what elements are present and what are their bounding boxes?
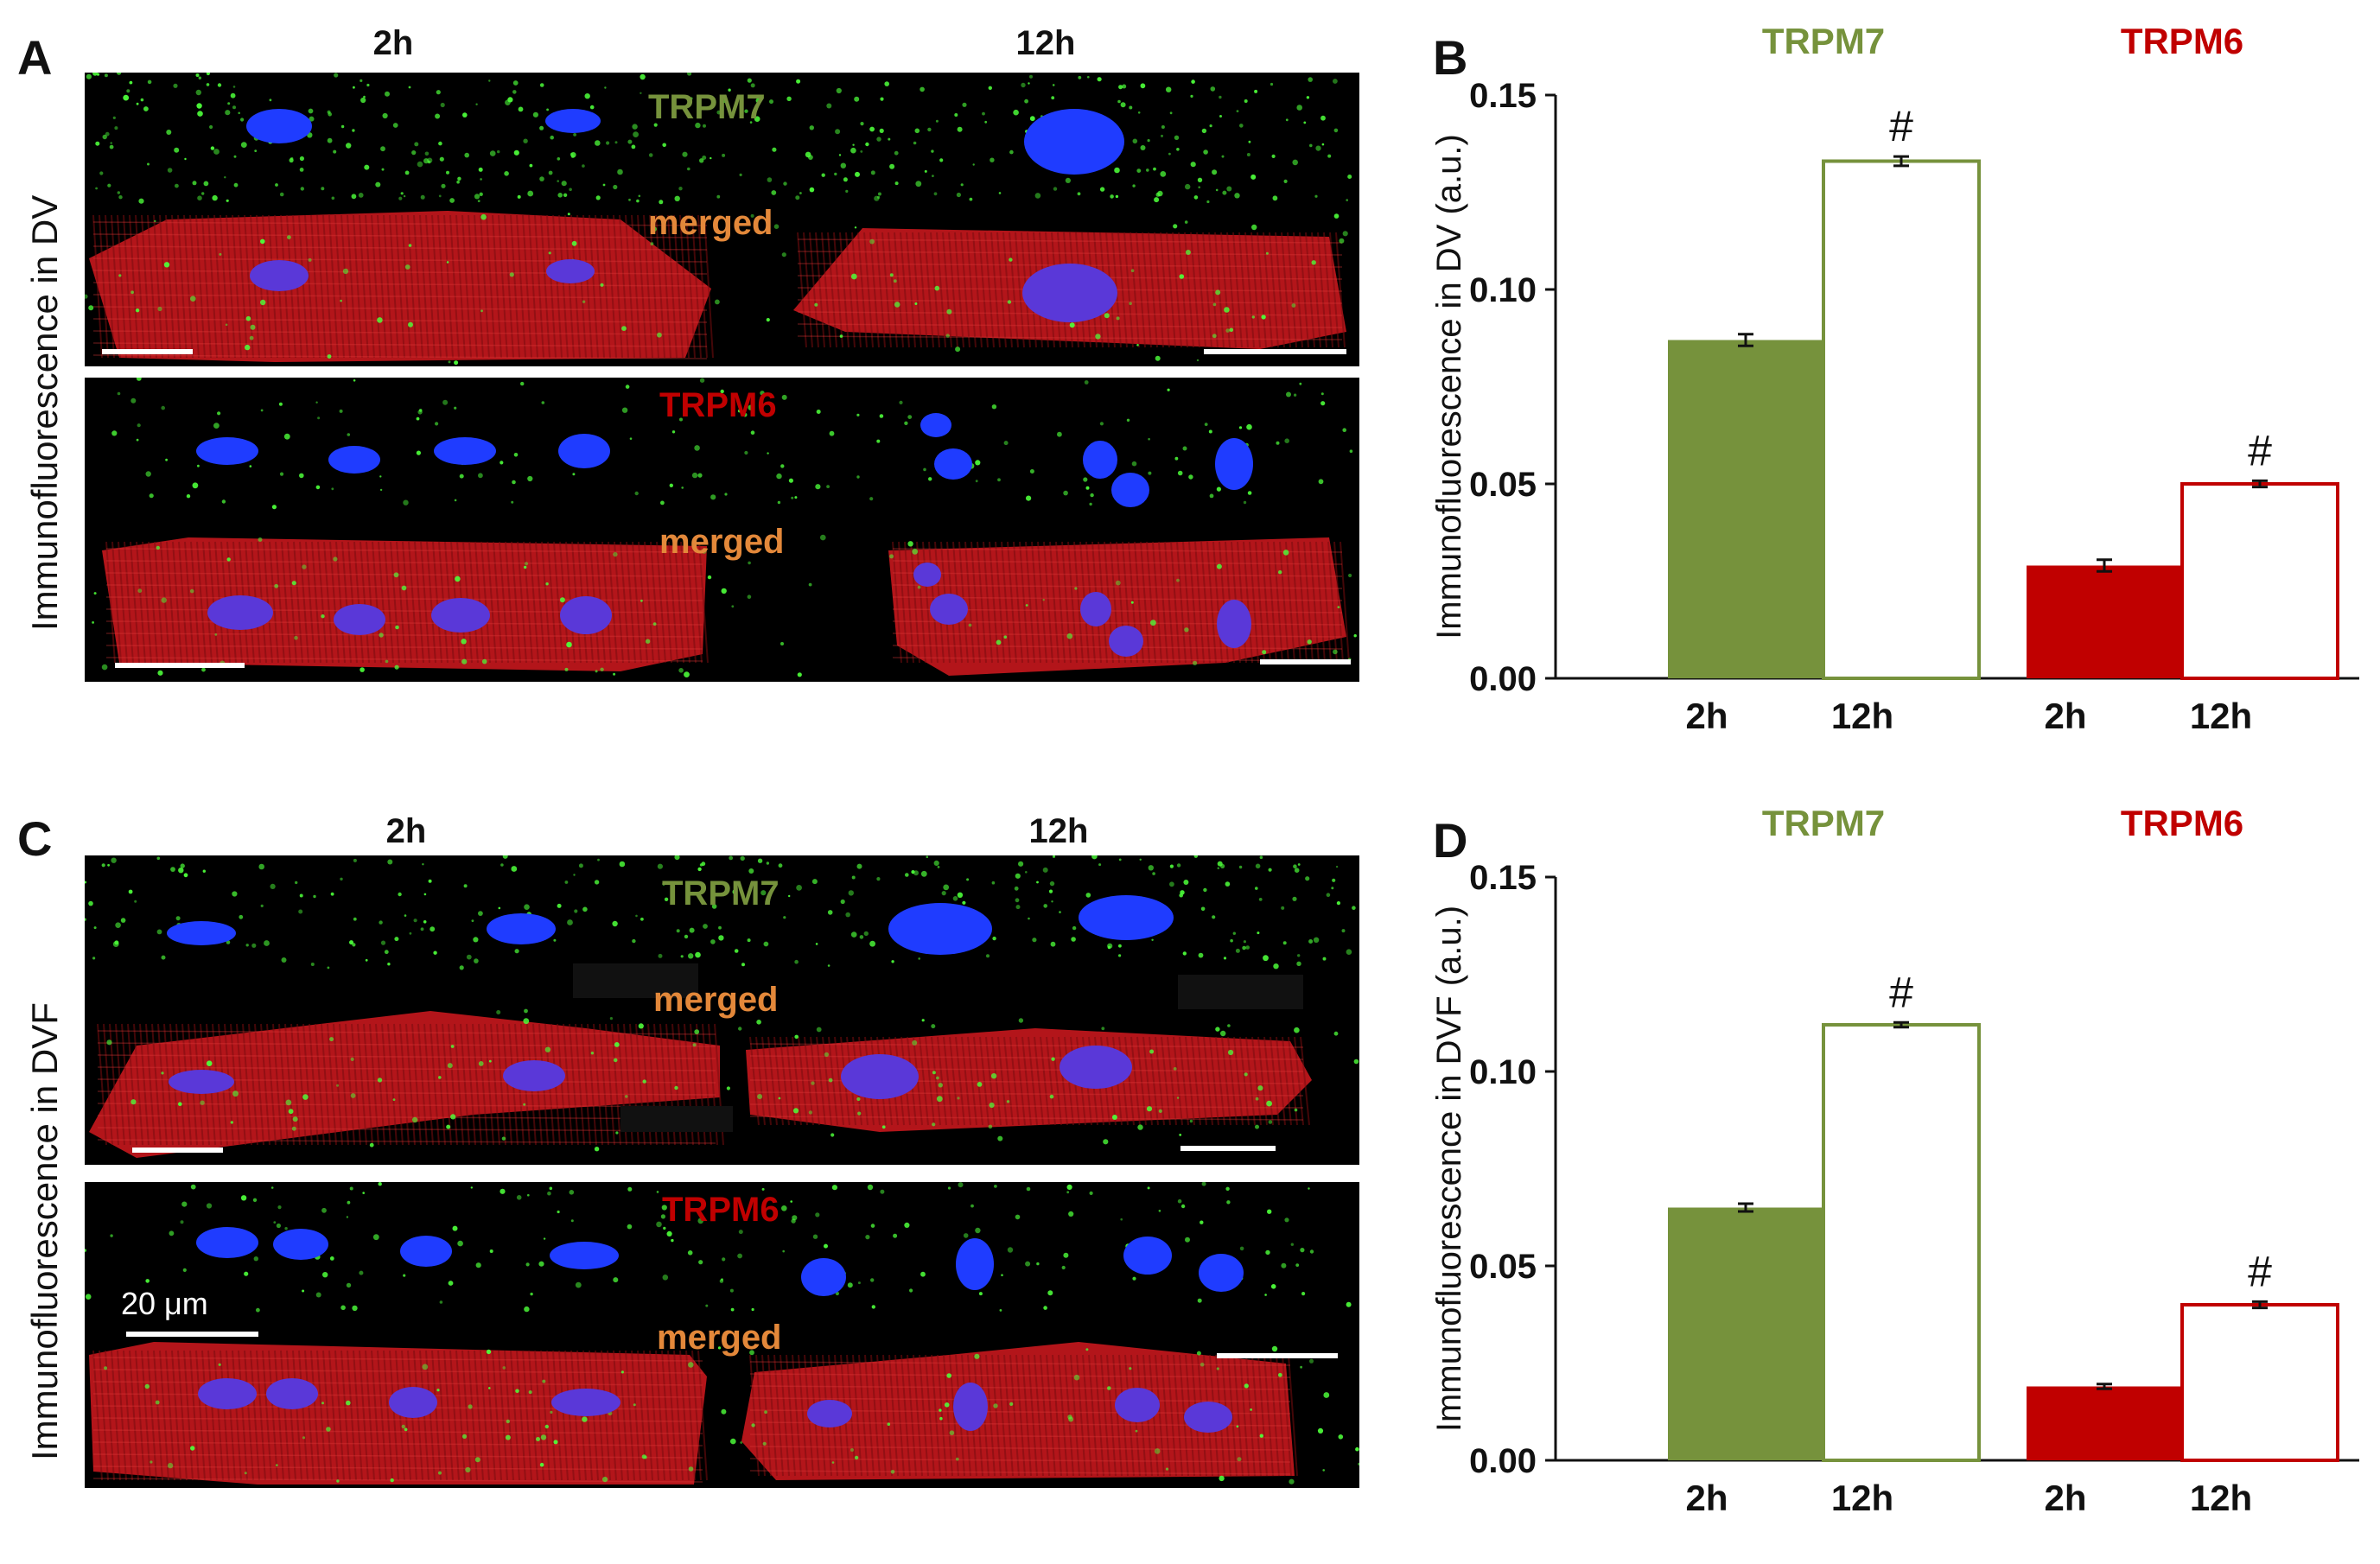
micrograph-c-trpm6-image — [85, 1182, 1359, 1485]
x-tick-label: 2h — [2044, 1478, 2086, 1518]
significance-marker: # — [1889, 102, 1913, 150]
micrograph-c-trpm6: TRPM6 merged 20 μm — [85, 1182, 1359, 1488]
panel-letter-d: D — [1433, 813, 1468, 868]
panel-c-ylabel: Immunofluorescence in DVF — [24, 1002, 65, 1460]
panel-letter-a: A — [17, 30, 53, 85]
trpm6-label: TRPM6 — [662, 1191, 780, 1229]
x-tick-label: 12h — [2190, 696, 2252, 736]
x-tick-label: 2h — [1685, 1478, 1728, 1518]
column-header-2h: 2h — [385, 812, 427, 850]
y-tick-label: 0.05 — [1469, 1248, 1537, 1286]
x-tick-label: 2h — [1685, 696, 1728, 736]
bar — [2180, 482, 2339, 680]
column-header-12h: 12h — [1015, 24, 1076, 62]
scale-bar — [102, 349, 193, 354]
panel-letter-c: C — [17, 811, 53, 866]
y-tick-label: 0.05 — [1469, 466, 1537, 504]
trpm7-label: TRPM7 — [648, 88, 766, 126]
y-tick-label: 0.10 — [1469, 271, 1537, 309]
micrograph-c-trpm7-image — [85, 855, 1359, 1158]
significance-marker: # — [1889, 968, 1913, 1016]
merged-label: merged — [653, 981, 779, 1019]
column-header-2h: 2h — [372, 24, 414, 62]
legend-label: TRPM6 — [2121, 21, 2243, 61]
scale-bar — [1217, 1353, 1338, 1358]
scale-bar — [1260, 659, 1351, 664]
column-header-12h: 12h — [1028, 812, 1089, 850]
scale-bar — [115, 663, 245, 668]
bar-chart-d: 0.00 0.05 0.10 0.15 Immunofluorescence in DV… — [1417, 799, 2368, 1560]
bar-chart-b: 0.00 0.05 0.10 0.15 Immunofluorescence in DV… — [1417, 17, 2368, 760]
bar — [2027, 1386, 2182, 1460]
micrograph-a-trpm7: TRPM7 merged — [85, 73, 1359, 366]
legend-label: TRPM6 — [2121, 803, 2243, 843]
y-axis-label: Immunofluorescence in DVF (a.u.) — [1430, 906, 1468, 1432]
panel-a-ylabel: Immunofluorescence in DV — [24, 194, 65, 631]
bar — [2180, 1303, 2339, 1462]
x-tick-label: 2h — [2044, 696, 2086, 736]
y-axis-label: Immunofluorescence in DV (a.u.) — [1430, 134, 1468, 639]
scale-bar — [1204, 349, 1346, 354]
micrograph-a-trpm6: TRPM6 merged — [85, 378, 1359, 682]
scale-bar — [132, 1148, 223, 1153]
x-tick-label: 12h — [1831, 696, 1893, 736]
merged-label: merged — [657, 1319, 782, 1357]
legend-label: TRPM7 — [1762, 21, 1885, 61]
x-tick-label: 12h — [2190, 1478, 2252, 1518]
micrograph-c-trpm7: TRPM7 merged — [85, 855, 1359, 1165]
micrograph-a-trpm6-image — [92, 378, 1357, 677]
merged-label: merged — [648, 204, 773, 242]
y-tick-label: 0.10 — [1469, 1053, 1537, 1091]
y-tick-label: 0.15 — [1469, 859, 1537, 897]
y-tick-label: 0.00 — [1469, 1442, 1537, 1480]
scale-bar — [126, 1332, 258, 1337]
merged-label: merged — [659, 523, 785, 561]
bar — [1822, 159, 1981, 680]
y-tick-label: 0.15 — [1469, 77, 1537, 115]
panel-letter-b: B — [1433, 30, 1468, 85]
y-tick-label: 0.00 — [1469, 660, 1537, 698]
micrograph-a-trpm7-image — [85, 73, 1352, 366]
x-tick-label: 12h — [1831, 1478, 1893, 1518]
scale-bar-label: 20 μm — [121, 1286, 208, 1321]
bar — [2027, 565, 2182, 678]
scale-bar — [1180, 1146, 1276, 1151]
trpm7-label: TRPM7 — [662, 874, 780, 912]
bar — [1668, 1207, 1823, 1460]
bar — [1822, 1023, 1981, 1462]
bar — [1668, 340, 1823, 678]
trpm6-label: TRPM6 — [659, 386, 777, 424]
significance-marker: # — [2248, 426, 2272, 474]
significance-marker: # — [2248, 1247, 2272, 1295]
legend-label: TRPM7 — [1762, 803, 1885, 843]
